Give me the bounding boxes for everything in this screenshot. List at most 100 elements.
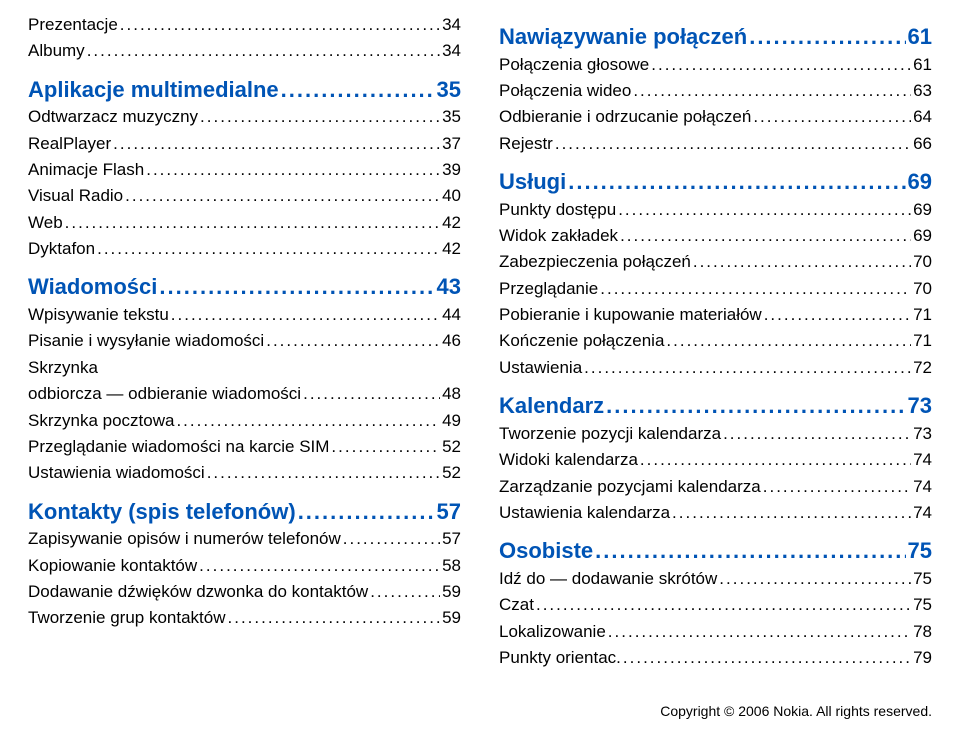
toc-section: Usługi..................................… (499, 167, 932, 197)
toc-entry: Kopiowanie kontaktów....................… (28, 553, 461, 579)
toc-leader-dots: ........................................… (120, 12, 440, 38)
toc-page-number: 49 (442, 408, 461, 434)
toc-entry: Kończenie połączenia....................… (499, 328, 932, 354)
toc-entry: Odtwarzacz muzyczny.....................… (28, 104, 461, 130)
toc-leader-dots: ........................................… (87, 38, 440, 64)
toc-entry: Ustawienia kalendarza...................… (499, 500, 932, 526)
toc-leader-dots: ........................................… (763, 474, 911, 500)
toc-leader-dots: ........................................… (207, 460, 440, 486)
toc-entry: Połączenia wideo........................… (499, 78, 932, 104)
toc-leader-dots: ........................................… (281, 75, 435, 105)
toc-page-number: 61 (913, 52, 932, 78)
toc-label: Połączenia wideo (499, 78, 631, 104)
toc-section: Wiadomości..............................… (28, 272, 461, 302)
toc-page-number: 75 (913, 592, 932, 618)
toc-leader-dots: ........................................… (159, 272, 434, 302)
toc-leader-dots: ........................................… (199, 553, 440, 579)
toc-label: RealPlayer (28, 131, 111, 157)
toc-entry: Tworzenie grup kontaktów................… (28, 605, 461, 631)
toc-page-number: 74 (913, 474, 932, 500)
toc-label: Kalendarz (499, 391, 604, 421)
toc-page-number: 35 (442, 104, 461, 130)
toc-label: Przeglądanie wiadomości na karcie SIM (28, 434, 329, 460)
toc-leader-dots: ........................................… (672, 500, 911, 526)
toc-page-number: 52 (442, 434, 461, 460)
toc-label: Pobieranie i kupowanie materiałów (499, 302, 762, 328)
toc-label: Widoki kalendarza (499, 447, 638, 473)
toc-section: Kalendarz...............................… (499, 391, 932, 421)
toc-entry: Lokalizowanie...........................… (499, 619, 932, 645)
toc-label: Widok zakładek (499, 223, 618, 249)
toc-page-number: 70 (913, 276, 932, 302)
toc-entry: Czat....................................… (499, 592, 932, 618)
toc-page-number: 34 (442, 12, 461, 38)
toc-page-number: 44 (442, 302, 461, 328)
toc-leader-dots: ........................................… (200, 104, 440, 130)
toc-label: Kontakty (spis telefonów) (28, 497, 296, 527)
toc-label: Kończenie połączenia (499, 328, 664, 354)
toc-page-number: 75 (913, 566, 932, 592)
toc-leader-dots: ........................................… (753, 104, 911, 130)
toc-page-number: 52 (442, 460, 461, 486)
toc-label: Punkty dostępu (499, 197, 616, 223)
toc-page-number: 35 (437, 75, 461, 105)
toc-page-number: 57 (437, 497, 461, 527)
toc-page-number: 71 (913, 302, 932, 328)
toc-leader-dots: ........................................… (749, 22, 905, 52)
toc-leader-dots: ........................................… (266, 328, 440, 354)
toc-page-number: 59 (442, 579, 461, 605)
toc-leader-dots: ........................................… (97, 236, 440, 262)
toc-entry: Pobieranie i kupowanie materiałów.......… (499, 302, 932, 328)
toc-label: Dodawanie dźwięków dzwonka do kontaktów (28, 579, 368, 605)
toc-label: Ustawienia (499, 355, 582, 381)
toc-entry: Zapisywanie opisów i numerów telefonów..… (28, 526, 461, 552)
toc-entry: Dyktafon................................… (28, 236, 461, 262)
toc-label: Kopiowanie kontaktów (28, 553, 197, 579)
toc-label: Zapisywanie opisów i numerów telefonów (28, 526, 341, 552)
toc-entry: Animacje Flash..........................… (28, 157, 461, 183)
toc-label: Animacje Flash (28, 157, 144, 183)
toc-label: Tworzenie pozycji kalendarza (499, 421, 721, 447)
toc-label: Odbieranie i odrzucanie połączeń (499, 104, 751, 130)
toc-page-number: 64 (913, 104, 932, 130)
toc-leader-dots: ........................................… (568, 167, 905, 197)
toc-page-number: 57 (442, 526, 461, 552)
toc-leader-dots: ........................................… (125, 183, 440, 209)
toc-label: Skrzynka (28, 355, 461, 381)
toc-column-right: Nawiązywanie połączeń...................… (499, 12, 932, 671)
toc-label: Odtwarzacz muzyczny (28, 104, 198, 130)
toc-page-number: 46 (442, 328, 461, 354)
toc-entry-line2: odbiorcza — odbieranie wiadomości.......… (28, 381, 461, 407)
toc-page-number: 73 (908, 391, 932, 421)
toc-label: Albumy (28, 38, 85, 64)
toc-page-number: 34 (442, 38, 461, 64)
toc-entry: Idź do — dodawanie skrótów..............… (499, 566, 932, 592)
toc-leader-dots: ........................................… (651, 52, 911, 78)
toc-page-number: 71 (913, 328, 932, 354)
toc-leader-dots: ........................................… (298, 497, 435, 527)
toc-page-number: 79 (913, 645, 932, 671)
toc-label: Visual Radio (28, 183, 123, 209)
toc-page-number: 75 (908, 536, 932, 566)
toc-leader-dots: ........................................… (608, 619, 911, 645)
toc-leader-dots: ........................................… (764, 302, 911, 328)
toc-page-number: 37 (442, 131, 461, 157)
toc-page-number: 70 (913, 249, 932, 275)
toc-label: Ustawienia wiadomości (28, 460, 205, 486)
toc-entry: Punkty dostępu..........................… (499, 197, 932, 223)
toc-entry: Punkty orientac.........................… (499, 645, 932, 671)
toc-entry: Widok zakładek..........................… (499, 223, 932, 249)
toc-label: Ustawienia kalendarza (499, 500, 670, 526)
toc-entry: Prezentacje.............................… (28, 12, 461, 38)
toc-page-number: 43 (437, 272, 461, 302)
toc-page-number: 74 (913, 447, 932, 473)
toc-page-number: 69 (913, 197, 932, 223)
toc-leader-dots: ........................................… (606, 391, 905, 421)
toc-label: Skrzynka pocztowa (28, 408, 174, 434)
toc-leader-dots: ........................................… (146, 157, 440, 183)
toc-leader-dots: ........................................… (595, 536, 905, 566)
toc-entry: Połączenia głosowe......................… (499, 52, 932, 78)
toc-leader-dots: ........................................… (331, 434, 440, 460)
toc-page-number: 69 (913, 223, 932, 249)
toc-leader-dots: ........................................… (65, 210, 440, 236)
